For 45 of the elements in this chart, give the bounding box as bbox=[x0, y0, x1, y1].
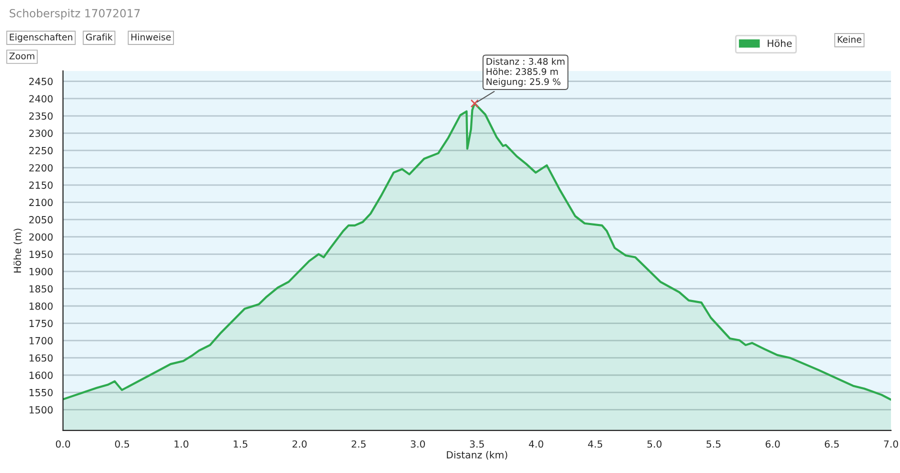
legend-label: Höhe bbox=[768, 39, 792, 48]
y-tick-label: 2100 bbox=[29, 198, 53, 206]
y-tick-label: 1650 bbox=[30, 354, 53, 362]
x-tick-label: 1.0 bbox=[174, 440, 188, 448]
x-tick-label: 0.5 bbox=[115, 440, 130, 448]
y-tick-label: 2000 bbox=[29, 233, 53, 241]
chart-title: Schoberspitz 17072017 bbox=[10, 8, 140, 20]
text: Hinweise bbox=[131, 33, 171, 40]
y-tick-label: 1600 bbox=[30, 372, 53, 379]
y-tick-label: 1950 bbox=[30, 250, 53, 258]
x-tick-label: 6.5 bbox=[824, 440, 839, 448]
text: Grafik bbox=[86, 33, 113, 40]
text: Zoom bbox=[9, 52, 34, 60]
y-tick-label: 2400 bbox=[29, 95, 53, 102]
x-tick-label: 4.0 bbox=[528, 440, 544, 448]
y-tick-label: 2050 bbox=[29, 216, 53, 224]
text: Keine bbox=[838, 36, 862, 43]
y-tick-label: 1500 bbox=[30, 406, 53, 414]
y-tick-label: 2200 bbox=[29, 164, 53, 172]
x-tick-label: 2.0 bbox=[292, 440, 307, 448]
x-tick-label: 7.0 bbox=[884, 440, 898, 448]
x-tick-label: 5.0 bbox=[647, 440, 662, 448]
y-tick-label: 1750 bbox=[30, 320, 53, 328]
y-tick-label: 1850 bbox=[30, 285, 53, 293]
y-tick-label: 2450 bbox=[29, 78, 53, 86]
y-tick-label: 2350 bbox=[29, 112, 53, 120]
y-tick-label: 1800 bbox=[30, 302, 53, 310]
y-tick-label: 2150 bbox=[29, 181, 53, 189]
x-tick-label: 2.5 bbox=[352, 440, 366, 448]
annotation: Distanz : 3.48 km Höhe: 2385.9 m Neigung: 25.9 % bbox=[486, 58, 564, 87]
y-tick-label: 1550 bbox=[30, 388, 53, 396]
x-tick-label: 3.0 bbox=[410, 440, 425, 448]
x-tick-label: 3.5 bbox=[470, 440, 484, 448]
y-tick-label: 2300 bbox=[29, 130, 53, 137]
x-axis-title: Distanz (km) bbox=[446, 450, 508, 460]
x-tick-label: 5.5 bbox=[706, 440, 720, 448]
x-tick-label: 0.0 bbox=[56, 440, 70, 448]
text: Eigenschaften bbox=[10, 33, 72, 42]
y-tick-label: 2250 bbox=[29, 146, 53, 154]
y-tick-label: 1700 bbox=[30, 337, 53, 344]
x-tick-label: 6.0 bbox=[766, 440, 780, 448]
x-tick-label: 1.5 bbox=[234, 440, 248, 448]
y-axis-title: Höhe (m) bbox=[14, 228, 22, 273]
y-tick-label: 1900 bbox=[30, 268, 53, 276]
x-tick-label: 4.5 bbox=[588, 440, 602, 448]
